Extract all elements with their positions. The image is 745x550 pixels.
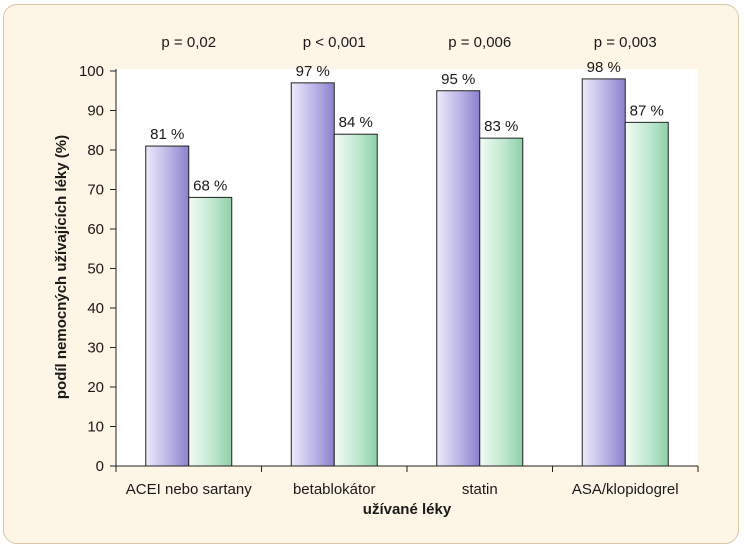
bar	[145, 145, 190, 467]
bar-value-label: 87 %	[630, 102, 664, 119]
bar-value-label: 84 %	[339, 114, 373, 131]
p-value-label: p = 0,003	[594, 34, 657, 51]
y-tick-label: 70	[87, 182, 104, 199]
y-tick-label: 80	[87, 142, 104, 159]
y-tick-label: 50	[87, 261, 104, 278]
bars-group	[145, 78, 669, 467]
y-tick-label: 100	[79, 63, 104, 80]
bar-value-label: 83 %	[484, 118, 518, 135]
bar	[581, 78, 626, 467]
bar	[479, 137, 524, 467]
y-tick-label: 20	[87, 379, 104, 396]
y-tick-label: 60	[87, 221, 104, 238]
y-tick-label: 40	[87, 300, 104, 317]
y-tick-label: 30	[87, 340, 104, 357]
bar	[290, 82, 335, 467]
y-axis-title: podíl nemocných užívajících léky (%)	[53, 135, 70, 399]
bar-value-label: 95 %	[441, 71, 475, 88]
category-label: ASA/klopidogrel	[572, 481, 679, 498]
bar-value-label: 97 %	[296, 63, 330, 80]
y-tick-label: 10	[87, 419, 104, 436]
bar	[624, 121, 669, 467]
labels-group: 81 % 68 % ACEI nebo sartany p = 0,02 97 % 84 …	[126, 34, 679, 498]
category-label: betablokátor	[293, 481, 376, 498]
category-label: ACEI nebo sartany	[126, 481, 252, 498]
bar-value-label: 81 %	[150, 126, 184, 143]
p-value-label: p < 0,001	[303, 34, 366, 51]
p-value-label: p = 0,006	[448, 34, 511, 51]
bar	[436, 90, 481, 467]
y-tick-label: 90	[87, 103, 104, 120]
bar-value-label: 68 %	[193, 177, 227, 194]
bar	[333, 133, 378, 467]
bar-value-label: 98 %	[587, 59, 621, 76]
bar	[188, 196, 233, 467]
x-axis-title: užívané léky	[363, 501, 452, 518]
category-label: statin	[462, 481, 498, 498]
p-value-label: p = 0,02	[161, 34, 216, 51]
y-tick-label: 0	[96, 458, 104, 475]
